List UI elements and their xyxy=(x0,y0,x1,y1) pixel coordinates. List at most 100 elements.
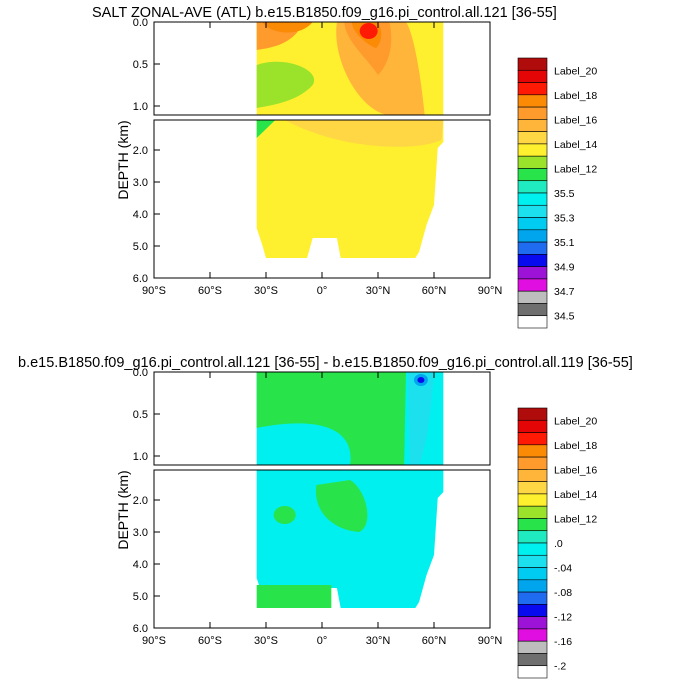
colorbar-swatch xyxy=(517,481,548,495)
y-tick-label: 0.0 xyxy=(133,367,148,379)
x-tick-label: 30°S xyxy=(254,635,278,647)
y-tick-label: 4.0 xyxy=(133,209,148,221)
colorbar-swatch xyxy=(517,493,548,507)
deep-saline-cap xyxy=(284,120,444,147)
south-core xyxy=(262,22,313,33)
colorbar-swatch xyxy=(517,241,548,255)
colorbar-label: .0 xyxy=(554,538,563,550)
colorbar-swatch xyxy=(517,94,548,108)
colorbar-label: Label_12 xyxy=(554,163,597,175)
y-tick-label: 1.0 xyxy=(133,451,148,463)
x-tick-label: 30°N xyxy=(366,285,391,297)
colorbar-label: 35.1 xyxy=(554,237,575,249)
colorbar-label: Label_14 xyxy=(554,139,597,151)
colorbar-label: Label_12 xyxy=(554,513,597,525)
positive-anomaly-upper xyxy=(256,372,406,465)
colorbar-swatch xyxy=(517,143,548,157)
y-tick-label: 0.0 xyxy=(133,17,148,29)
colorbar-label: Label_20 xyxy=(554,65,597,77)
y-tick-label: 2.0 xyxy=(133,495,148,507)
colorbar-swatch xyxy=(517,591,548,605)
colorbar-swatch xyxy=(517,579,548,593)
y-tick-label: 1.0 xyxy=(133,101,148,113)
colorbar-swatch xyxy=(517,106,548,120)
colorbar-label: Label_16 xyxy=(554,464,597,476)
panel-bottom: 90°S 60°S 30°S 0° 30°N 60°N 90°N 0.0 0.5 1.0 2.0 3.… xyxy=(115,367,597,679)
colorbar-swatch xyxy=(517,554,548,568)
colorbar-label: Label_20 xyxy=(554,415,597,427)
colorbar-swatch xyxy=(517,168,548,182)
y-axis-label: DEPTH (km) xyxy=(115,120,131,199)
y-tick-label: 0.5 xyxy=(133,409,148,421)
colorbar-swatch xyxy=(517,303,548,317)
y-axis-label: DEPTH (km) xyxy=(115,470,131,549)
colorbar-swatch xyxy=(517,530,548,544)
lower-ocean-fill xyxy=(256,470,444,608)
y-tick-label: 6.0 xyxy=(133,623,148,635)
intermediate-water xyxy=(256,61,315,108)
y-tick-label: 5.0 xyxy=(133,591,148,603)
colorbar-swatch xyxy=(517,653,548,667)
x-tick-label: 90°S xyxy=(142,285,166,297)
y-tick-label: 4.0 xyxy=(133,559,148,571)
x-tick-label: 0° xyxy=(317,285,328,297)
colorbar-label: Label_18 xyxy=(554,440,597,452)
colorbar-swatch xyxy=(517,131,548,145)
colorbar-swatch xyxy=(517,604,548,617)
colorbar-label: Label_14 xyxy=(554,489,597,501)
colorbar-swatch xyxy=(517,469,548,482)
colorbar-swatch xyxy=(517,254,548,267)
colorbar-label: 35.3 xyxy=(554,213,575,225)
colorbar-swatch xyxy=(517,266,548,280)
colorbar-label: -.16 xyxy=(554,636,572,648)
colorbar-label: -.04 xyxy=(554,563,572,575)
positive-anomaly-small xyxy=(273,506,296,524)
colorbar-swatch xyxy=(517,505,548,519)
x-tick-label: 90°S xyxy=(142,635,166,647)
x-tick-label: 60°N xyxy=(422,285,447,297)
colorbar-swatch xyxy=(517,217,548,231)
colorbar-swatch xyxy=(517,69,548,83)
colorbar-swatch xyxy=(517,640,548,654)
colorbar-swatch xyxy=(517,456,548,470)
positive-anomaly-deep xyxy=(315,480,368,532)
colorbar-swatch xyxy=(517,419,548,433)
colorbar-label: 35.5 xyxy=(554,188,575,200)
colorbar-swatch xyxy=(517,82,548,96)
y-tick-label: 0.5 xyxy=(133,59,148,71)
colorbar-swatch xyxy=(517,665,548,679)
x-tick-label: 30°N xyxy=(366,635,391,647)
colorbar-swatch xyxy=(517,192,548,206)
y-tick-label: 6.0 xyxy=(133,273,148,285)
north-salinity-maximum xyxy=(359,23,378,39)
colorbar-swatch xyxy=(517,278,548,292)
colorbar-swatch xyxy=(517,119,548,132)
colorbar-swatch xyxy=(517,155,548,169)
chart-title-bottom: b.e15.B1850.f09_g16.pi_control.all.121 [… xyxy=(18,355,633,371)
deep-fresh-wedge xyxy=(256,120,276,138)
y-tick-label: 3.0 xyxy=(133,527,148,539)
colorbar-swatch xyxy=(517,315,548,329)
colorbar-label: -.08 xyxy=(554,587,572,599)
colorbar-label: 34.5 xyxy=(554,311,575,323)
colorbar-swatch xyxy=(517,229,548,243)
colorbar-label: Label_18 xyxy=(554,90,597,102)
x-tick-label: 90°N xyxy=(478,635,503,647)
negative-anomaly-minimum xyxy=(417,377,425,383)
x-tick-label: 30°S xyxy=(254,285,278,297)
x-tick-label: 60°N xyxy=(422,635,447,647)
colorbar-swatch xyxy=(517,628,548,642)
lower-ocean-fill xyxy=(256,120,444,258)
colorbar-swatch xyxy=(517,542,548,556)
colorbar-swatch xyxy=(517,180,548,194)
colorbar-label: 34.9 xyxy=(554,262,575,274)
colorbar-swatch xyxy=(517,407,548,421)
panel-top: 90°S 60°S 30°S 0° 30°N 60°N 90°N 0.0 0.5 1.0 2.0 3.… xyxy=(115,17,597,329)
y-tick-label: 3.0 xyxy=(133,177,148,189)
colorbar-swatch xyxy=(517,616,548,630)
negative-anomaly-band xyxy=(407,372,434,465)
x-tick-label: 60°S xyxy=(198,285,222,297)
colorbar-label: Label_16 xyxy=(554,114,597,126)
chart-title-top: SALT ZONAL-AVE (ATL) b.e15.B1850.f09_g16… xyxy=(92,5,557,21)
